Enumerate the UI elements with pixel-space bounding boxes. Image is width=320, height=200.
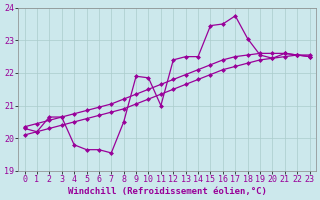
- X-axis label: Windchill (Refroidissement éolien,°C): Windchill (Refroidissement éolien,°C): [68, 187, 267, 196]
